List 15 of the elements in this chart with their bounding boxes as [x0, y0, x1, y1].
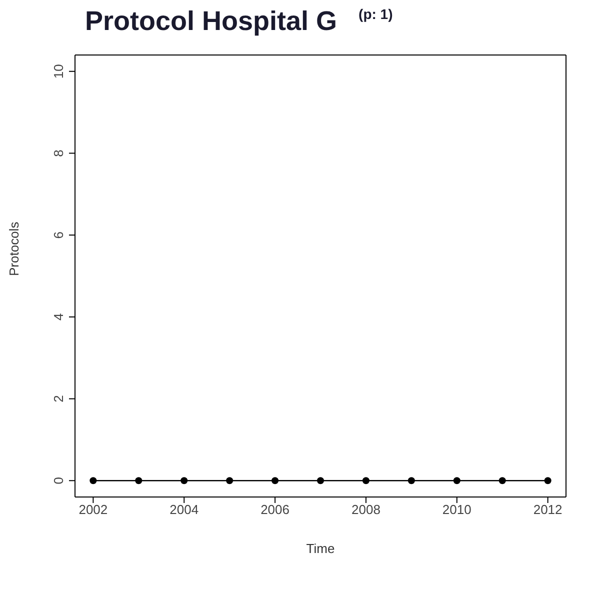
- x-tick-label: 2002: [78, 502, 108, 518]
- chart-title: Protocol Hospital G $^{(p: 1)}$: [85, 6, 393, 37]
- y-tick-label: 6: [51, 231, 66, 239]
- y-tick-label: 2: [51, 395, 66, 402]
- x-tick-label: 2006: [260, 502, 290, 518]
- x-axis-title: Time: [306, 541, 335, 556]
- x-tick-label: 2008: [352, 502, 380, 518]
- y-tick-label: 8: [51, 150, 66, 157]
- y-tick-label: 4: [51, 313, 66, 321]
- y-tick-label: 0: [51, 477, 66, 484]
- y-tick-label: 10: [51, 64, 66, 79]
- x-tick-label: 2012: [533, 502, 562, 518]
- x-tick-label: 2004: [170, 502, 199, 518]
- x-tick-label: 2010: [442, 502, 472, 518]
- y-axis-title: Protocols: [6, 221, 22, 276]
